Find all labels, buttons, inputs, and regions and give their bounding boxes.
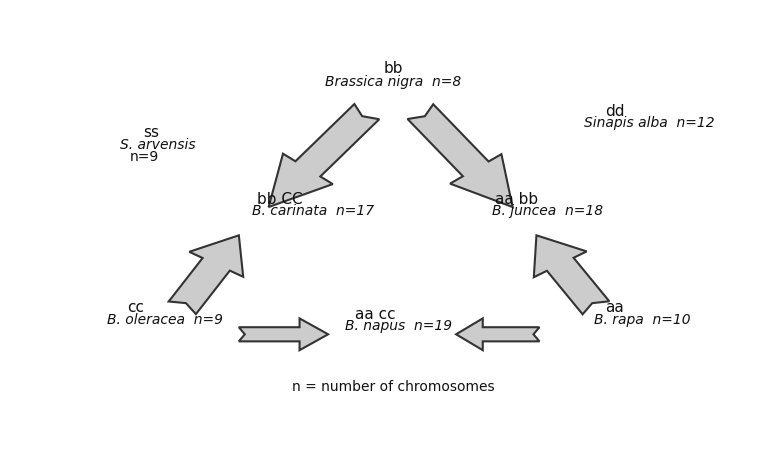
Text: Brassica nigra  n=8: Brassica nigra n=8 xyxy=(326,75,462,89)
Polygon shape xyxy=(239,319,328,350)
Text: S. arvensis: S. arvensis xyxy=(120,138,195,152)
Polygon shape xyxy=(456,319,539,350)
Text: B. rapa  n=10: B. rapa n=10 xyxy=(594,313,690,327)
Text: aa: aa xyxy=(605,300,624,315)
Text: bb: bb xyxy=(384,62,403,76)
Text: B. napus  n=19: B. napus n=19 xyxy=(345,319,452,333)
Text: n = number of chromosomes: n = number of chromosomes xyxy=(293,381,495,394)
Text: bb CC: bb CC xyxy=(257,192,303,207)
Text: B. oleracea  n=9: B. oleracea n=9 xyxy=(107,313,223,327)
Text: dd: dd xyxy=(605,104,625,119)
Text: aa bb: aa bb xyxy=(495,192,538,207)
Text: Sinapis alba  n=12: Sinapis alba n=12 xyxy=(584,117,715,130)
Text: aa cc: aa cc xyxy=(355,307,396,322)
Text: cc: cc xyxy=(127,300,144,315)
Text: B. juncea  n=18: B. juncea n=18 xyxy=(492,204,603,218)
Text: ss: ss xyxy=(144,125,160,140)
Polygon shape xyxy=(269,104,379,207)
Text: n=9: n=9 xyxy=(129,150,158,163)
Polygon shape xyxy=(169,235,243,314)
Polygon shape xyxy=(408,104,513,207)
Text: B. carinata  n=17: B. carinata n=17 xyxy=(252,204,374,218)
Polygon shape xyxy=(534,235,609,314)
